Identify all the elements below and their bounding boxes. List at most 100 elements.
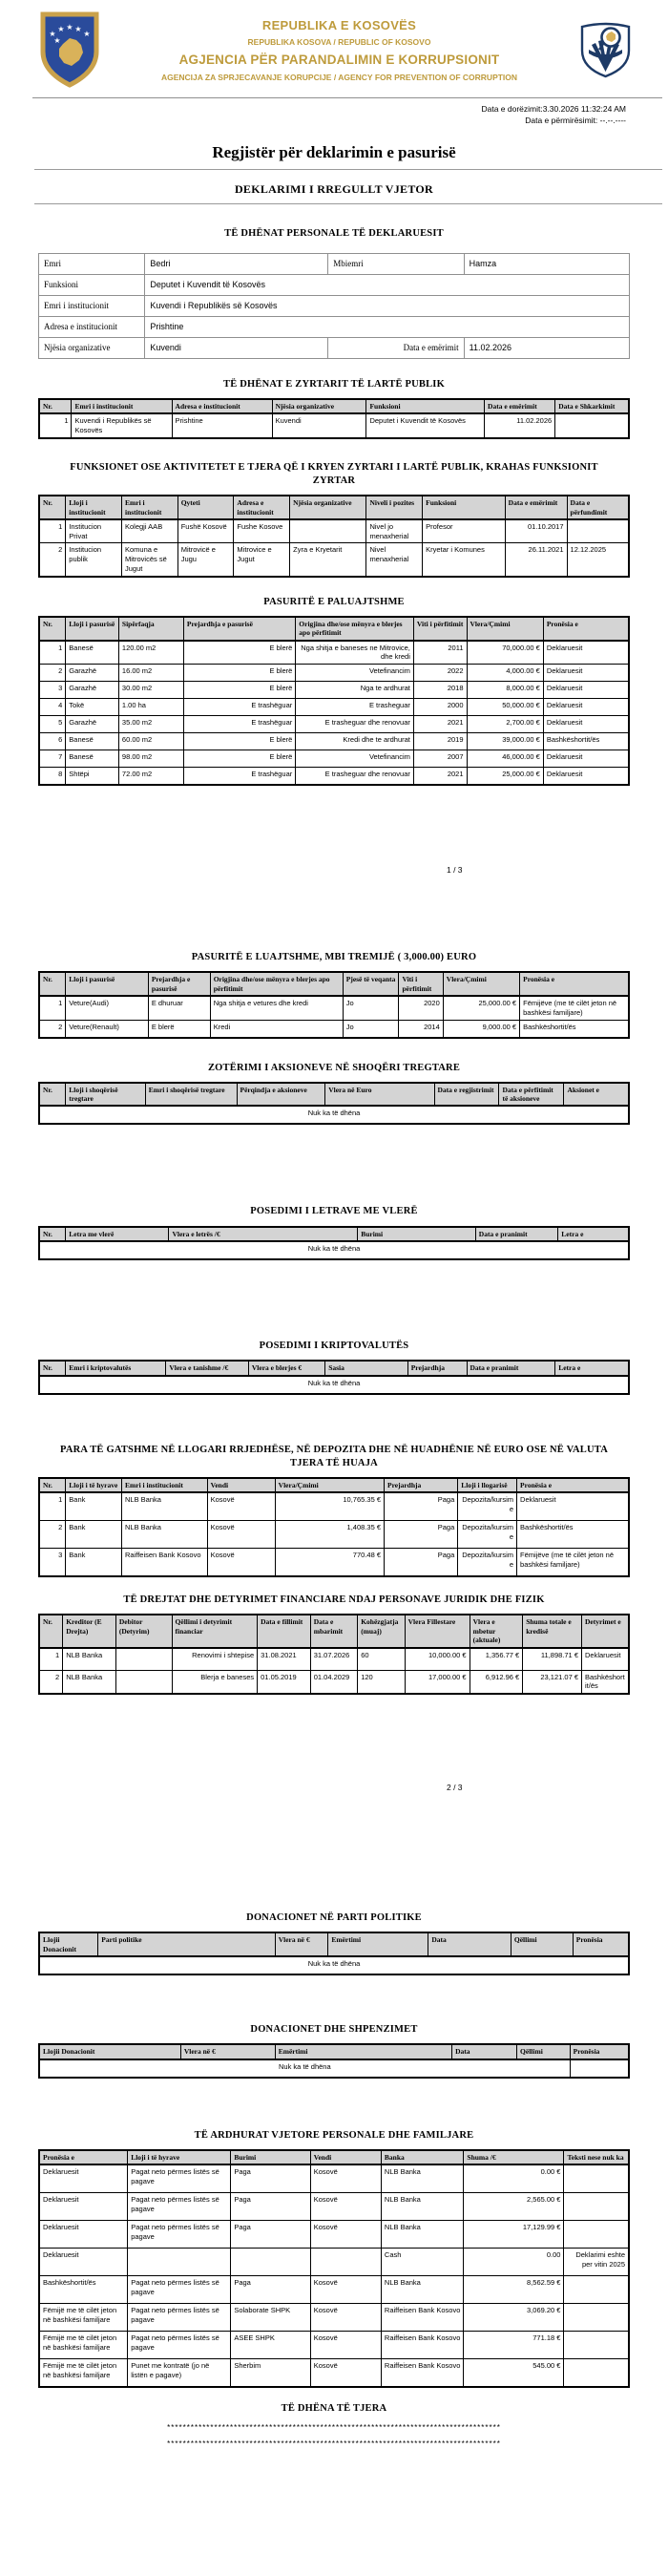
table-cell: Fushe Kosove bbox=[233, 518, 291, 544]
table-cell: 25,000.00 € bbox=[442, 995, 521, 1021]
table-cell: Paga bbox=[230, 2220, 311, 2249]
table-cell: Nivel menaxherial bbox=[365, 542, 424, 578]
table-cell: 1.00 ha bbox=[117, 698, 184, 717]
section-title-letrat: POSEDIMI I LETRAVE ME VLERË bbox=[250, 1206, 418, 1217]
table-cell: 1,408.35 € bbox=[274, 1520, 386, 1550]
table-row: 4 Tokë 1.00 ha E trashëguar E trasheguar 2000… bbox=[38, 698, 630, 717]
table-cell: 2 bbox=[38, 1669, 64, 1695]
table-row: Njësia organizative Kuvendi Data e emëri… bbox=[37, 336, 631, 359]
column-header: Emri i institucionit bbox=[121, 1477, 208, 1494]
field-label-njesia: Njësia organizative bbox=[37, 336, 146, 359]
section-title-donacionet-shpenzimet: DONACIONET DHE SHPENZIMET bbox=[250, 2023, 418, 2035]
table-cell: Kosovë bbox=[206, 1520, 276, 1550]
divider bbox=[34, 202, 662, 204]
table-cell bbox=[554, 412, 630, 439]
column-header: Data e regjistrimit bbox=[433, 1082, 500, 1108]
column-header: Teksti nese nuk ka bbox=[563, 2149, 630, 2166]
table-header-row: Nr. Lloji i pasurisë Prejardhja e pasurisë… bbox=[38, 971, 630, 998]
table-cell: 1 bbox=[38, 1491, 67, 1522]
table-detyrimet: Nr. Kreditor (E Drejta) Debitor (Detyrim) Q… bbox=[38, 1614, 630, 1696]
table-cell: Bank bbox=[65, 1548, 122, 1577]
field-label-data-emerimit: Data e emërimit bbox=[327, 336, 465, 359]
table-cell: 60 bbox=[357, 1647, 406, 1671]
column-header: Emri i kriptovalutës bbox=[65, 1360, 167, 1377]
table-cell: 2014 bbox=[398, 1019, 444, 1039]
table-cell: 16.00 m2 bbox=[117, 664, 184, 683]
table-cell: 11,898.71 € bbox=[522, 1647, 582, 1671]
svg-text:★: ★ bbox=[83, 30, 90, 38]
column-header: Data e pranimit bbox=[466, 1360, 556, 1377]
table-donacionet-parti: Llojii Donacionit Parti politike Vlera në … bbox=[38, 1932, 630, 1975]
table-cell: Deklaruesit bbox=[542, 698, 630, 717]
table-cell: 3 bbox=[38, 1548, 67, 1577]
table-luajtshme: Nr. Lloji i pasurisë Prejardhja e pasurisë… bbox=[38, 971, 630, 1039]
table-cell: 1 bbox=[38, 640, 67, 665]
table-cell: Zyra e Kryetarit bbox=[289, 542, 367, 578]
table-cell: 1 bbox=[38, 412, 73, 439]
table-row: Deklaruesit Cash 0.00 Deklarimi eshte per v… bbox=[38, 2248, 630, 2277]
table-cell: 2007 bbox=[412, 750, 468, 769]
table-row: Deklaruesit Pagat neto përmes listës së p… bbox=[38, 2164, 630, 2194]
table-cell: 2 bbox=[38, 1520, 67, 1550]
table-cell: Deklaruesit bbox=[38, 2164, 129, 2194]
table-cell: 6 bbox=[38, 732, 67, 751]
table-cell: Bashkëshortit/ës bbox=[38, 2275, 129, 2305]
section-zyrtari: TË DHËNAT E ZYRTARIT TË LARTË PUBLIK Nr.… bbox=[38, 378, 630, 439]
field-value-emri: Bedri bbox=[144, 252, 329, 275]
column-header: Qëllimi i detyrimit financiar bbox=[171, 1614, 259, 1649]
table-cell: Depozita/kursime bbox=[457, 1548, 518, 1577]
column-header: Funksioni bbox=[365, 398, 486, 415]
table-cell: 39,000.00 € bbox=[466, 732, 544, 751]
table-cell: 31.07.2026 bbox=[309, 1647, 359, 1671]
table-cell: 50,000.00 € bbox=[466, 698, 544, 717]
column-header: Vlera Fillestare bbox=[404, 1614, 470, 1649]
section-title-detyrimet: TË DREJTAT DHE DETYRIMET FINANCIARE NDAJ… bbox=[123, 1594, 545, 1606]
table-cell: 1,356.77 € bbox=[469, 1647, 524, 1671]
table-cell bbox=[563, 2192, 630, 2222]
table-cell: Depozita/kursime bbox=[457, 1520, 518, 1550]
table-cell: Deklaruesit bbox=[542, 715, 630, 734]
table-cell: Kryetar i Komunes bbox=[422, 542, 506, 578]
table-cell: Cash bbox=[380, 2248, 465, 2277]
no-data-cell: Nuk ka të dhëna bbox=[38, 1955, 630, 1975]
table-cell: NLB Banka bbox=[121, 1491, 208, 1522]
field-label-institucioni: Emri i institucionit bbox=[37, 294, 146, 317]
column-header: Nr. bbox=[38, 971, 67, 998]
column-header: Niveli i pozites bbox=[365, 495, 424, 520]
table-cell bbox=[289, 518, 367, 544]
table-cell: Jo bbox=[342, 1019, 400, 1039]
table-row: 1 NLB Banka Renovimi i shtepise 31.08.2021 3… bbox=[38, 1647, 630, 1671]
section-title-kripto: POSEDIMI I KRIPTOVALUTËS bbox=[259, 1341, 409, 1351]
column-header: Adresa e institucionit bbox=[171, 398, 273, 415]
column-header: Sipërfaqja bbox=[117, 616, 184, 642]
table-cell: Jo bbox=[342, 995, 400, 1021]
table-cell: Raiffeisen Bank Kosovo bbox=[380, 2303, 465, 2333]
table-cell: Tokë bbox=[65, 698, 119, 717]
table-cell: E trashëguar bbox=[182, 767, 297, 786]
table-cell: Paga bbox=[230, 2164, 311, 2194]
table-kripto: Nr. Emri i kriptovalutës Vlera e tanishme … bbox=[38, 1360, 630, 1395]
table-cell: Deklaruesit bbox=[542, 767, 630, 786]
table-cell: ASEE SHPK bbox=[230, 2331, 311, 2360]
table-aksionet: Nr. Lloji i shoqërisë tregtare Emri i shoq… bbox=[38, 1081, 630, 1126]
table-para: Nr. Lloji i të hyrave Emri i institucionit… bbox=[38, 1476, 630, 1578]
table-cell: 26.11.2021 bbox=[504, 542, 568, 578]
table-cell: 2021 bbox=[412, 767, 468, 786]
table-cell: Kosovë bbox=[309, 2331, 382, 2360]
table-row: Emri Bedri Mbiemri Hamza bbox=[37, 252, 631, 275]
table-cell: 2018 bbox=[412, 681, 468, 700]
column-header: Data e mbarimit bbox=[309, 1614, 359, 1649]
section-te-tjera: TË DHËNA TË TJERA **********************… bbox=[38, 2402, 630, 2461]
section-title-para: PARA TË GATSHME NË LLOGARI RRJEDHËSE, NË… bbox=[59, 1444, 608, 1468]
table-cell: 2,565.00 € bbox=[463, 2192, 565, 2222]
table-cell: Bashkëshortit/ës bbox=[519, 1019, 630, 1039]
table-row: 1 Bank NLB Banka Kosovë 10,765.35 € Paga Depoz… bbox=[38, 1491, 630, 1522]
no-data-cell: Nuk ka të dhëna bbox=[38, 2059, 571, 2079]
section-detyrimet: TË DREJTAT DHE DETYRIMET FINANCIARE NDAJ… bbox=[38, 1594, 630, 1696]
table-cell: NLB Banka bbox=[121, 1520, 208, 1550]
agency-title: AGJENCIA PËR PARANDALIMIN E KORRUPSIONIT bbox=[178, 52, 500, 67]
section-funksionet: FUNKSIONET OSE AKTIVITETET E TJERA QË I … bbox=[38, 461, 630, 578]
table-cell: Vetefinancim bbox=[295, 664, 414, 683]
table-letrat: Nr. Letra me vlerë Vlera e letrës /€ Burimi… bbox=[38, 1225, 630, 1260]
column-header: Nr. bbox=[38, 1226, 67, 1243]
